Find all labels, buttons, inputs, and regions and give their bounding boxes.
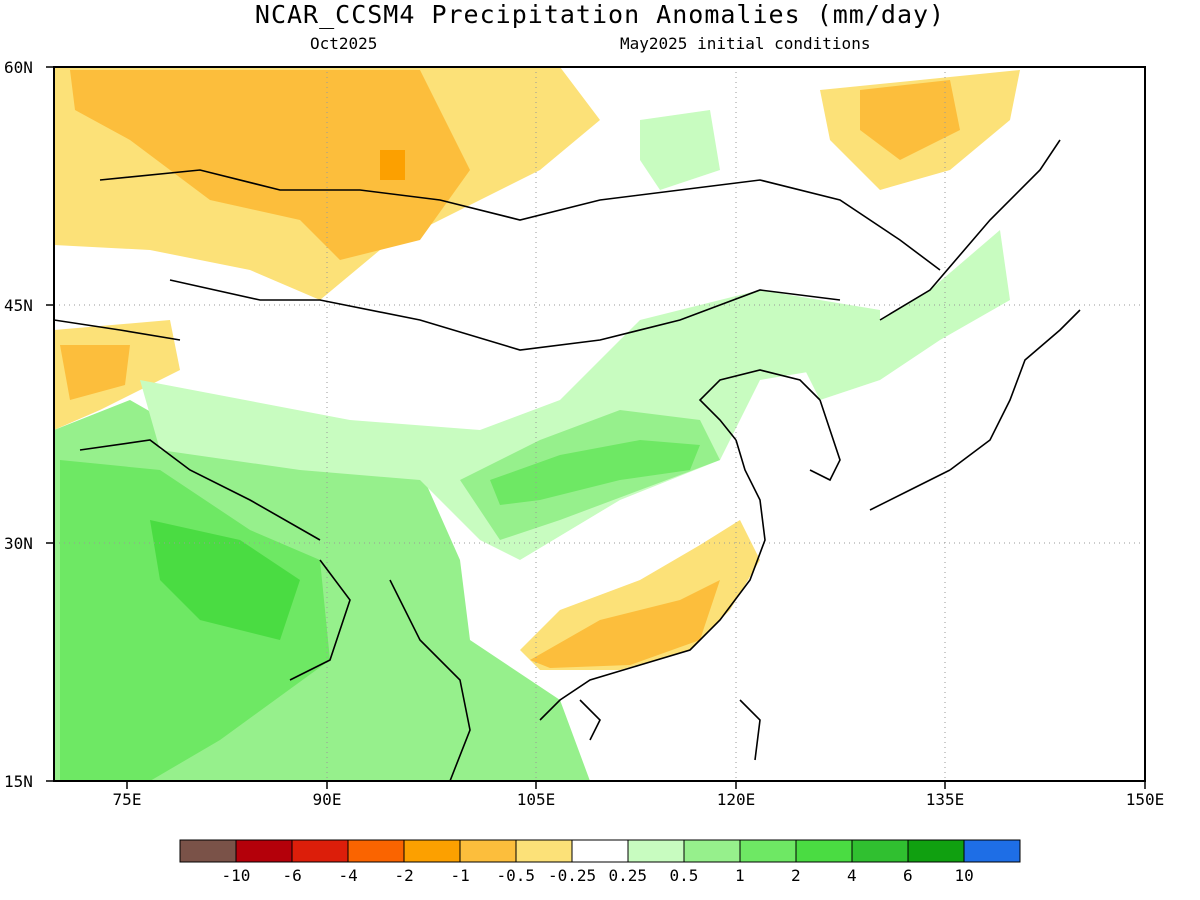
colorbar-label: -4 — [338, 866, 358, 885]
colorbar-swatch — [571, 839, 629, 863]
lat-label-45n: 45N — [4, 296, 33, 315]
lon-label-90e: 90E — [312, 790, 342, 809]
dry-spot-north — [380, 150, 405, 180]
colorbar-label: -6 — [282, 866, 302, 885]
lon-label-75e: 75E — [112, 790, 142, 809]
lat-label-30n: 30N — [4, 534, 33, 553]
colorbar-swatch — [347, 839, 405, 863]
colorbar-swatch — [851, 839, 909, 863]
colorbar-label: -10 — [221, 866, 251, 885]
colorbar-label: 10 — [954, 866, 974, 885]
lat-label-60n: 60N — [4, 58, 33, 77]
colorbar-swatch — [683, 839, 741, 863]
colorbar-swatch — [627, 839, 685, 863]
colorbar-swatch — [291, 839, 349, 863]
colorbar-swatch — [907, 839, 965, 863]
colorbar-label: 1 — [735, 866, 745, 885]
colorbar-label: 2 — [791, 866, 801, 885]
colorbar-swatch — [179, 839, 237, 863]
axis-ticks — [46, 66, 1146, 789]
initial-conditions: May2025 initial conditions — [620, 34, 871, 53]
colorbar-swatch — [795, 839, 853, 863]
colorbar-label: 6 — [903, 866, 913, 885]
colorbar-label: 0.25 — [608, 866, 648, 885]
lon-label-135e: 135E — [925, 790, 965, 809]
colorbar-swatch — [403, 839, 461, 863]
colorbar-swatch — [235, 839, 293, 863]
colorbar-label: 4 — [847, 866, 857, 885]
forecast-month: Oct2025 — [310, 34, 378, 53]
map-title: NCAR_CCSM4 Precipitation Anomalies (mm/d… — [254, 0, 946, 29]
wet-region-india-core — [60, 460, 330, 781]
lat-label-15n: 15N — [4, 772, 33, 791]
colorbar-label: 0.5 — [669, 866, 699, 885]
dry-region-south-china-core — [530, 580, 720, 668]
colorbar-label: -0.5 — [496, 866, 536, 885]
anomaly-field — [54, 67, 1145, 781]
wet-region-korea — [800, 230, 1010, 400]
map-frame — [53, 66, 1146, 782]
colorbar-swatch — [739, 839, 797, 863]
colorbar-label: -2 — [394, 866, 414, 885]
lon-label-120e: 120E — [716, 790, 756, 809]
dry-region-north-core — [70, 70, 470, 260]
colorbar-label: -1 — [450, 866, 470, 885]
wet-region-mongolia — [640, 110, 720, 190]
colorbar-label: -0.25 — [548, 866, 597, 885]
dry-region-west-core — [60, 345, 130, 400]
wet-region-india-max — [150, 520, 300, 640]
colorbar — [179, 839, 1021, 863]
wet-region-china — [140, 290, 880, 560]
lon-label-105e: 105E — [516, 790, 556, 809]
colorbar-swatch — [515, 839, 573, 863]
dry-region-northeast-core — [860, 80, 960, 160]
colorbar-swatch — [963, 839, 1021, 863]
wet-region-china-max — [490, 440, 700, 505]
lon-label-150e: 150E — [1125, 790, 1165, 809]
coastlines — [54, 139, 1081, 781]
colorbar-swatch — [459, 839, 517, 863]
